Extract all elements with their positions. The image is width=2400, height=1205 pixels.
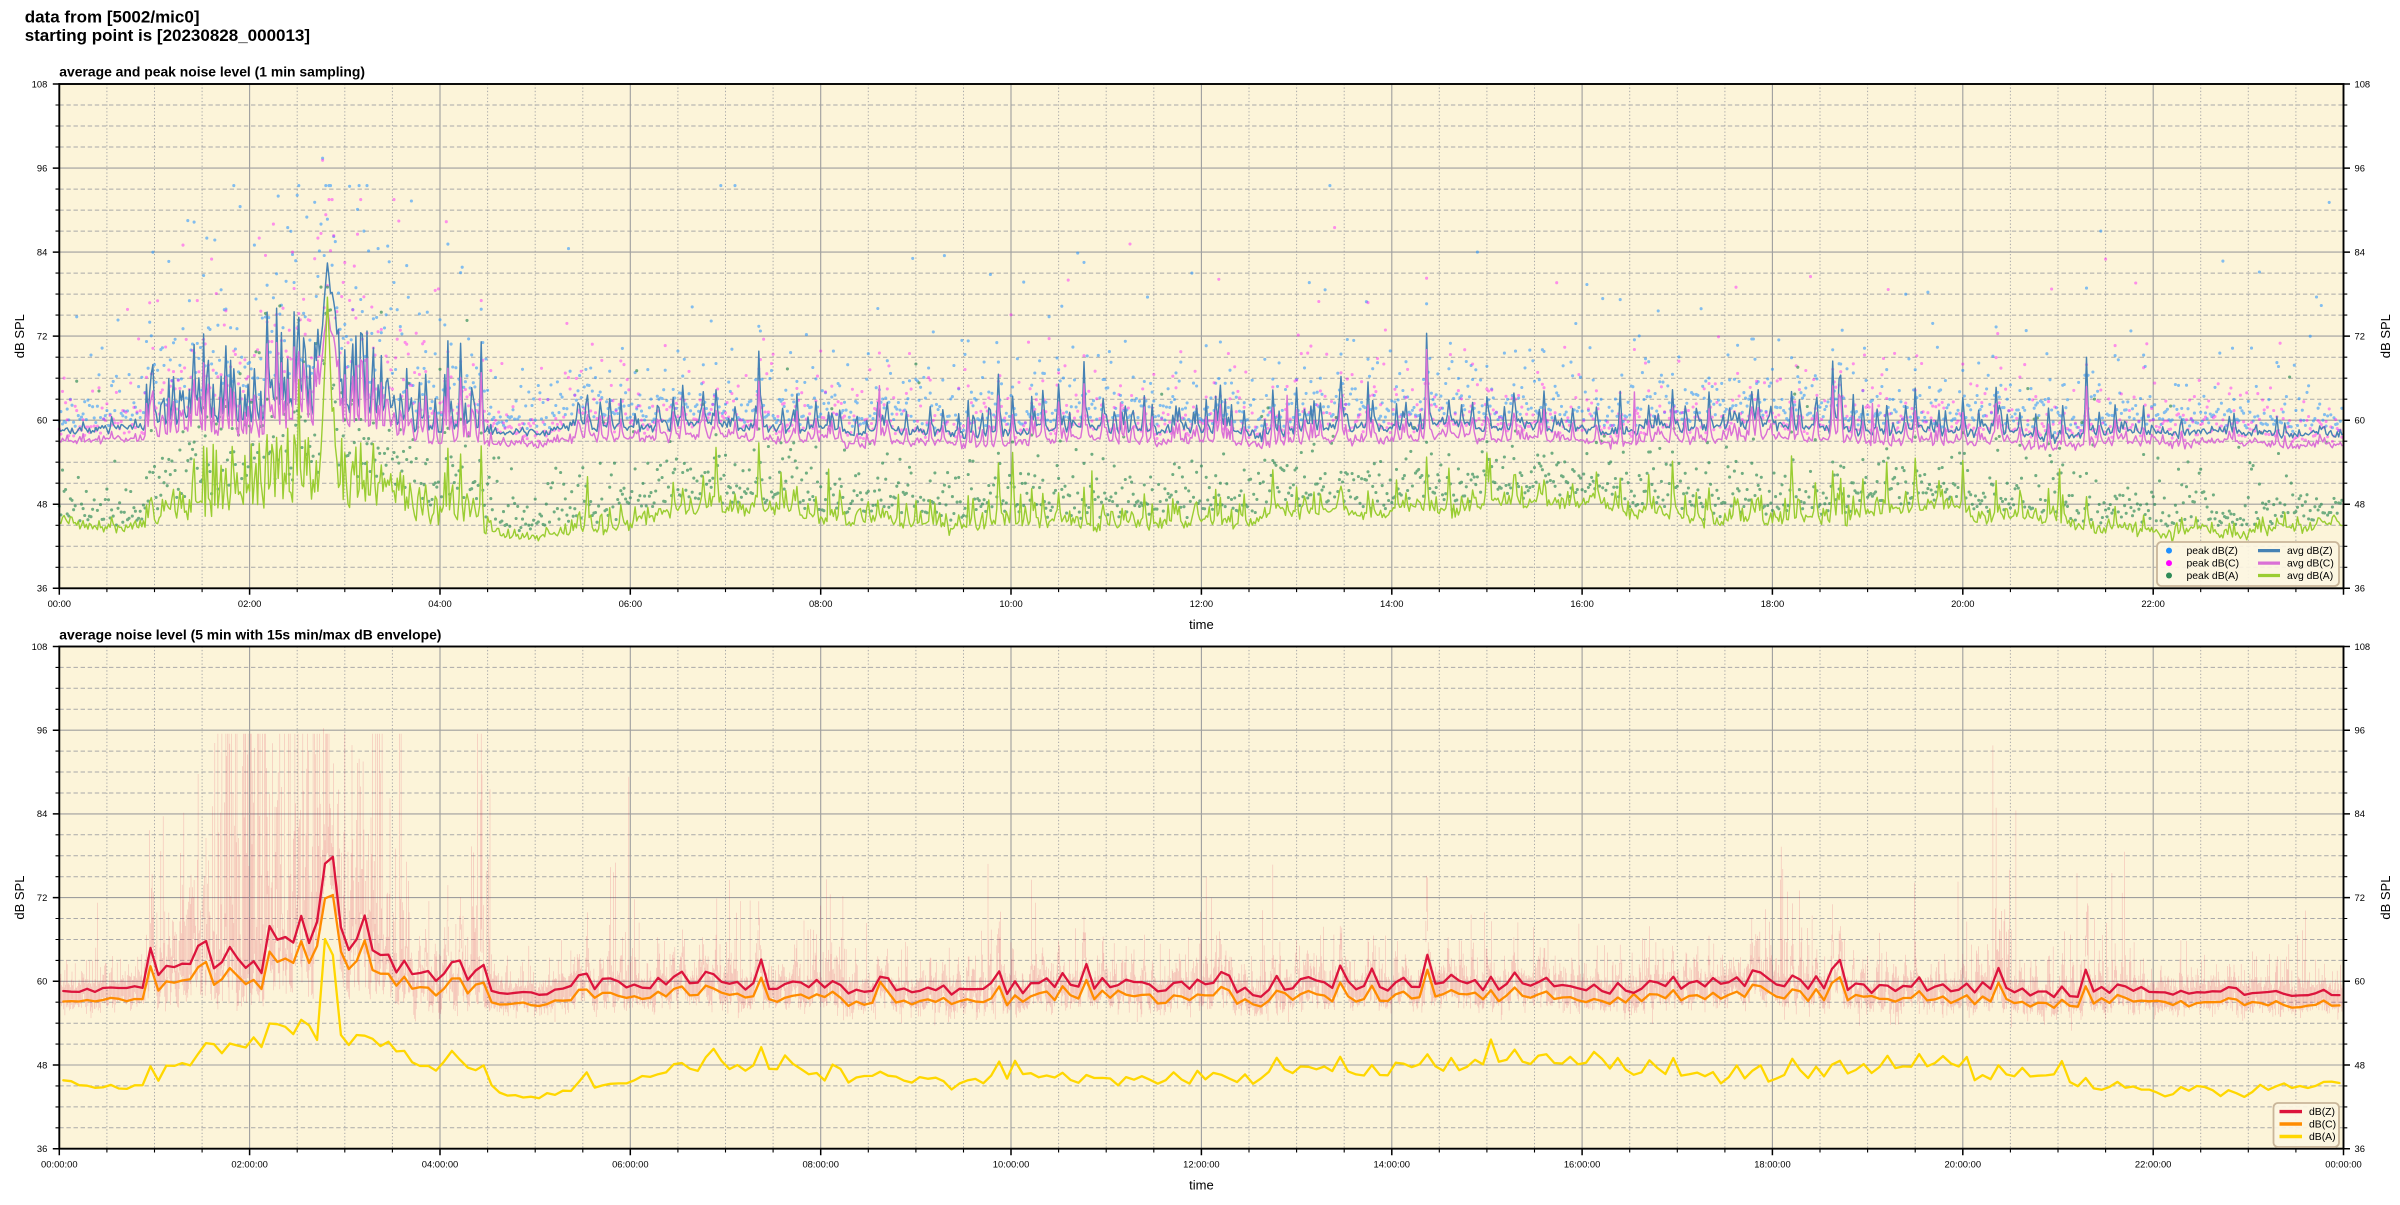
svg-text:84: 84 <box>37 808 47 819</box>
svg-text:48: 48 <box>37 499 47 510</box>
svg-text:22:00: 22:00 <box>2141 598 2164 609</box>
svg-text:10:00:00: 10:00:00 <box>993 1158 1030 1169</box>
svg-text:data from [5002/mic0]: data from [5002/mic0] <box>25 8 200 27</box>
svg-text:06:00:00: 06:00:00 <box>612 1158 649 1169</box>
svg-text:72: 72 <box>37 330 47 341</box>
svg-text:peak dB(A): peak dB(A) <box>2187 571 2239 582</box>
svg-text:72: 72 <box>2355 330 2365 341</box>
svg-text:48: 48 <box>2355 499 2365 510</box>
svg-text:108: 108 <box>2355 78 2371 89</box>
svg-text:60: 60 <box>37 415 47 426</box>
svg-text:36: 36 <box>37 583 47 594</box>
svg-text:dB(A): dB(A) <box>2309 1132 2336 1143</box>
svg-text:time: time <box>1189 617 1214 632</box>
svg-text:72: 72 <box>37 892 47 903</box>
svg-text:72: 72 <box>2355 892 2365 903</box>
svg-text:avg dB(Z): avg dB(Z) <box>2287 546 2333 557</box>
svg-text:peak dB(Z): peak dB(Z) <box>2187 546 2238 557</box>
svg-text:20:00: 20:00 <box>1951 598 1974 609</box>
svg-text:04:00: 04:00 <box>428 598 451 609</box>
svg-text:dB SPL: dB SPL <box>12 314 27 358</box>
svg-text:02:00: 02:00 <box>238 598 261 609</box>
svg-text:60: 60 <box>2355 976 2365 987</box>
svg-text:36: 36 <box>37 1143 47 1154</box>
svg-text:36: 36 <box>2355 1143 2365 1154</box>
svg-text:peak dB(C): peak dB(C) <box>2187 559 2240 570</box>
svg-text:08:00: 08:00 <box>809 598 832 609</box>
svg-text:04:00:00: 04:00:00 <box>422 1158 459 1169</box>
svg-text:20:00:00: 20:00:00 <box>1945 1158 1982 1169</box>
svg-text:84: 84 <box>2355 246 2365 257</box>
svg-text:48: 48 <box>37 1059 47 1070</box>
svg-text:00:00:00: 00:00:00 <box>2325 1158 2362 1169</box>
svg-text:96: 96 <box>2355 725 2365 736</box>
svg-text:18:00: 18:00 <box>1761 598 1784 609</box>
svg-text:108: 108 <box>32 78 48 89</box>
svg-text:10:00: 10:00 <box>999 598 1022 609</box>
svg-text:108: 108 <box>2355 641 2371 652</box>
svg-text:00:00:00: 00:00:00 <box>41 1158 78 1169</box>
svg-text:dB(C): dB(C) <box>2309 1120 2336 1131</box>
svg-text:16:00:00: 16:00:00 <box>1564 1158 1601 1169</box>
svg-text:dB SPL: dB SPL <box>2378 876 2393 920</box>
svg-text:16:00: 16:00 <box>1570 598 1593 609</box>
svg-text:12:00: 12:00 <box>1190 598 1213 609</box>
svg-text:108: 108 <box>32 641 48 652</box>
svg-text:avg dB(A): avg dB(A) <box>2287 571 2333 582</box>
svg-text:84: 84 <box>2355 808 2365 819</box>
svg-text:14:00: 14:00 <box>1380 598 1403 609</box>
svg-text:12:00:00: 12:00:00 <box>1183 1158 1220 1169</box>
svg-text:dB(Z): dB(Z) <box>2309 1107 2335 1118</box>
svg-text:average and peak noise level (: average and peak noise level (1 min samp… <box>59 64 365 80</box>
svg-text:avg dB(C): avg dB(C) <box>2287 559 2334 570</box>
svg-text:starting point is [20230828_00: starting point is [20230828_000013] <box>25 26 310 45</box>
svg-text:time: time <box>1189 1177 1214 1192</box>
svg-text:00:00: 00:00 <box>48 598 71 609</box>
svg-text:average noise level (5 min wit: average noise level (5 min with 15s min/… <box>59 626 441 642</box>
svg-text:96: 96 <box>37 725 47 736</box>
svg-text:60: 60 <box>2355 415 2365 426</box>
svg-text:48: 48 <box>2355 1059 2365 1070</box>
svg-text:02:00:00: 02:00:00 <box>231 1158 268 1169</box>
svg-text:dB SPL: dB SPL <box>12 876 27 920</box>
svg-text:dB SPL: dB SPL <box>2378 314 2393 358</box>
svg-text:18:00:00: 18:00:00 <box>1754 1158 1791 1169</box>
svg-text:08:00:00: 08:00:00 <box>802 1158 839 1169</box>
svg-text:60: 60 <box>37 976 47 987</box>
svg-text:06:00: 06:00 <box>619 598 642 609</box>
svg-text:96: 96 <box>37 162 47 173</box>
svg-text:22:00:00: 22:00:00 <box>2135 1158 2172 1169</box>
svg-text:96: 96 <box>2355 162 2365 173</box>
svg-text:36: 36 <box>2355 583 2365 594</box>
svg-text:84: 84 <box>37 246 47 257</box>
svg-text:14:00:00: 14:00:00 <box>1374 1158 1411 1169</box>
